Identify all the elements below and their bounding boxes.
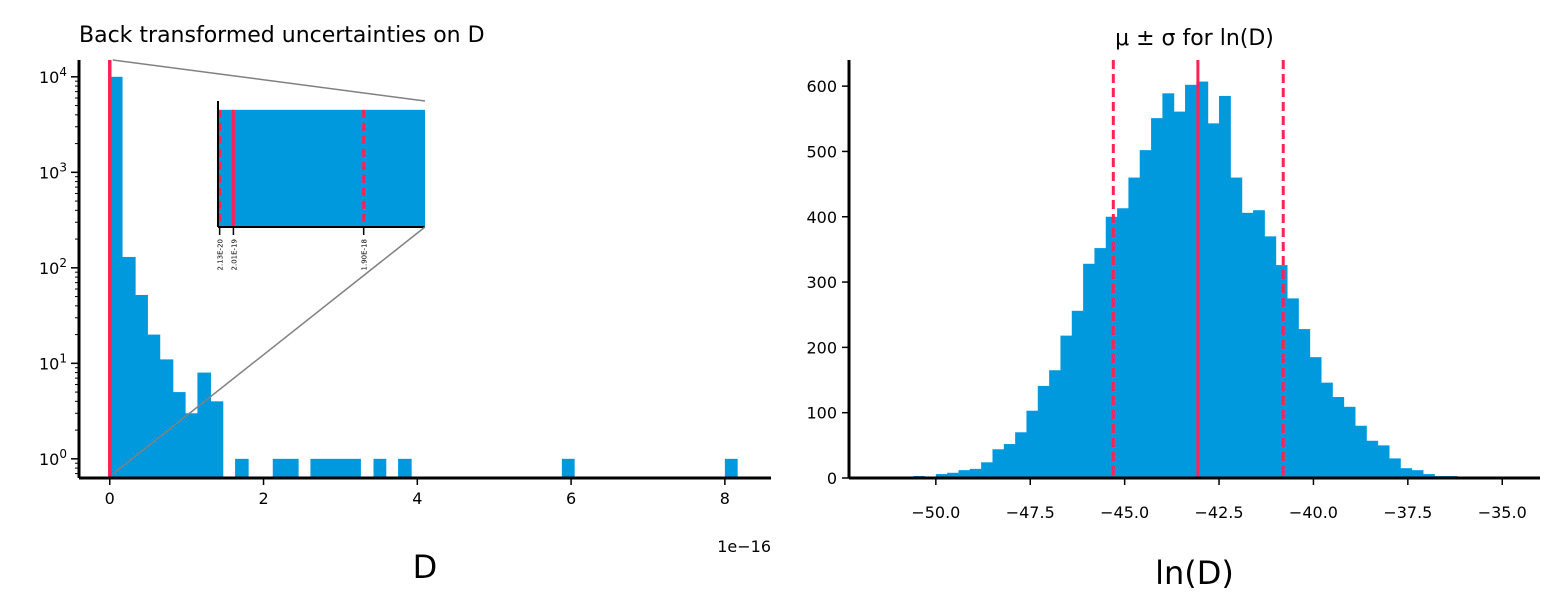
histogram-bar — [981, 462, 993, 478]
histogram-bar — [1264, 236, 1277, 478]
histogram-bar — [1162, 93, 1175, 478]
histogram-bar — [398, 458, 412, 478]
histogram-bar — [947, 472, 960, 478]
histogram-bar — [310, 458, 361, 478]
histogram-bar — [1287, 298, 1299, 478]
histogram-bar — [1422, 474, 1435, 478]
histogram-bar — [1253, 210, 1265, 478]
zoom-connector-line — [112, 226, 426, 475]
histogram-bar — [1173, 111, 1186, 479]
y-tick-label: 400 — [806, 208, 837, 227]
chart-title: μ ± σ for ln(D) — [1115, 26, 1274, 51]
histogram-bar — [185, 413, 198, 478]
y-tick-label: 300 — [806, 273, 837, 292]
x-tick-label: 4 — [412, 489, 422, 508]
histogram-bar — [1411, 470, 1424, 478]
x-tick-label: 6 — [566, 489, 576, 508]
histogram-bar — [1298, 329, 1311, 478]
x-axis-label: ln(D) — [1155, 554, 1234, 592]
histogram-bar — [1015, 432, 1027, 478]
histogram-bar — [235, 458, 249, 478]
y-tick-label: 104 — [39, 65, 67, 87]
histogram-bar — [969, 468, 982, 478]
x-tick-label: 0 — [105, 489, 115, 508]
x-offset-label: 1e−16 — [717, 537, 771, 556]
histogram-bar — [1071, 310, 1084, 478]
inset-tick-label: 2.13E-20 — [217, 239, 225, 270]
x-tick-label: 2 — [258, 489, 268, 508]
histogram-bar — [1026, 410, 1039, 478]
histogram-bar — [1207, 123, 1220, 479]
histogram-bar — [724, 458, 738, 478]
histogram-bar — [1230, 177, 1243, 478]
histogram-bar — [1400, 468, 1413, 478]
histogram-bar — [210, 401, 224, 478]
histogram-bar — [1196, 81, 1209, 478]
histogram-bar — [1354, 425, 1367, 478]
histogram-bar — [197, 372, 211, 478]
inset-tick-label: 1.90E-18 — [361, 239, 369, 270]
inset-histogram-bar — [219, 109, 425, 227]
histogram-bar — [1105, 216, 1118, 478]
histogram-bar — [1003, 444, 1016, 478]
histogram-bar — [1241, 212, 1254, 479]
histogram-bar — [1366, 440, 1379, 478]
histogram-bar — [147, 334, 161, 478]
y-tick-label: 102 — [39, 256, 67, 278]
y-tick-label: 103 — [39, 160, 67, 182]
histogram-bar — [1388, 458, 1401, 478]
x-tick-label: −37.5 — [1383, 503, 1432, 522]
histogram-bar — [135, 294, 148, 478]
histogram-bar — [1083, 263, 1095, 478]
histogram-bar — [122, 256, 136, 478]
histogram-bar — [1139, 150, 1152, 478]
histogram-bar — [1049, 370, 1061, 478]
y-tick-label: 500 — [806, 142, 837, 161]
histogram-bar — [1151, 118, 1163, 479]
histogram-bar — [1094, 248, 1107, 478]
y-tick-label: 100 — [39, 447, 67, 469]
histogram-bar — [1219, 95, 1231, 478]
histogram-bar — [1343, 406, 1356, 478]
histogram-bar — [1128, 177, 1141, 478]
histogram-bar — [992, 449, 1005, 478]
histogram-bar — [159, 359, 174, 478]
x-tick-label: −40.0 — [1289, 503, 1338, 522]
zoom-connector-line — [112, 59, 426, 102]
histogram-bar — [1037, 385, 1050, 478]
histogram-bar — [1377, 445, 1390, 478]
histogram-bar — [1275, 265, 1288, 478]
x-tick-label: −50.0 — [911, 503, 960, 522]
histogram-bar — [958, 470, 971, 478]
histogram-bar — [1320, 382, 1333, 478]
x-tick-label: −35.0 — [1478, 503, 1527, 522]
histogram-bar — [935, 474, 948, 478]
y-tick-label: 200 — [806, 338, 837, 357]
histogram-bar — [1332, 397, 1345, 478]
histogram-bar — [1060, 335, 1073, 478]
histogram-bar — [109, 76, 123, 478]
x-tick-label: −42.5 — [1195, 503, 1244, 522]
histogram-bar — [272, 458, 299, 478]
y-tick-label: 101 — [39, 351, 67, 373]
x-tick-label: −45.0 — [1100, 503, 1149, 522]
right-histogram-panel: −50.0 −47.5 −45.0 −42.5 −40.0 −37.5 −35.0 0 100 2… — [806, 26, 1540, 592]
x-tick-label: −47.5 — [1006, 503, 1055, 522]
histogram-bar — [172, 392, 186, 478]
y-tick-label: 0 — [827, 469, 837, 488]
histogram-bar — [373, 458, 387, 478]
x-axis-label: D — [413, 548, 438, 586]
histogram-bar — [1309, 357, 1322, 478]
x-tick-label: 8 — [720, 489, 730, 508]
histogram-bar — [1117, 208, 1129, 478]
left-histogram-panel: 2.13E-20 2.01E-19 1.90E-18 0 2 4 6 8 100 101 102 10… — [39, 23, 771, 586]
histogram-bar — [561, 458, 575, 478]
chart-title: Back transformed uncertainties on D — [79, 23, 485, 48]
inset-tick-label: 2.01E-19 — [230, 239, 238, 270]
histogram-bar — [1185, 84, 1197, 478]
y-tick-label: 100 — [806, 404, 837, 423]
y-tick-label: 600 — [806, 77, 837, 96]
